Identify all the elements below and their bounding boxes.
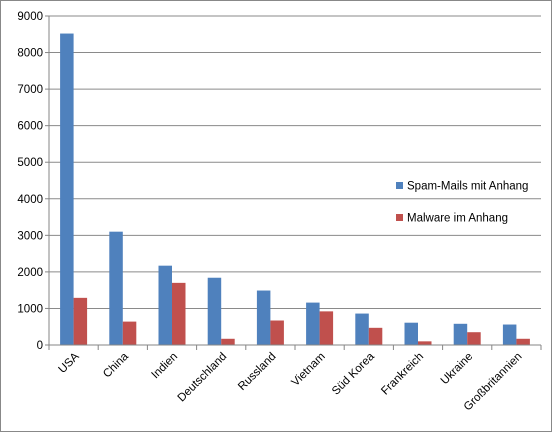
legend-label-spam: Spam-Mails mit Anhang — [407, 181, 528, 193]
y-axis-tick-labels: 0 1000 2000 3000 4000 5000 6000 7000 8000 9000 — [17, 11, 43, 352]
bar-spam-mails — [60, 33, 74, 346]
bar-malware — [221, 338, 235, 345]
bar-malware — [467, 332, 481, 345]
bar-spam-mails — [306, 302, 320, 345]
gridlines — [49, 15, 541, 309]
bar-malware — [270, 320, 284, 345]
x-tick-label: USA — [57, 350, 82, 375]
y-tick-label: 0 — [37, 340, 43, 352]
bar-spam-mails — [502, 324, 517, 345]
bar-spam-mails — [158, 265, 172, 345]
y-tick-label: 6000 — [17, 121, 43, 133]
y-tick-label: 9000 — [17, 11, 43, 23]
legend-label-malware: Malware im Anhang — [407, 213, 508, 225]
bar-spam-mails — [453, 323, 468, 345]
bar-malware — [172, 282, 186, 345]
x-tick-label: Ukraine — [439, 351, 476, 388]
x-tick-label: Deutschland — [176, 351, 230, 405]
x-tick-label: Frankreich — [379, 351, 426, 398]
bar-spam-mails — [109, 231, 123, 345]
bar-malware — [73, 297, 88, 345]
bar-spam-mails — [355, 313, 369, 345]
bar-malware — [122, 321, 137, 345]
bar-malware — [368, 327, 383, 345]
y-tick-label: 1000 — [17, 303, 43, 315]
x-tick-label: China — [101, 350, 131, 380]
bar-malware — [418, 341, 432, 345]
axes — [45, 15, 542, 350]
y-tick-label: 4000 — [17, 194, 43, 206]
y-tick-label: 2000 — [17, 267, 43, 279]
y-tick-label: 7000 — [17, 84, 43, 96]
bar-spam-mails — [207, 277, 222, 345]
x-tick-label: Vietnam — [290, 351, 328, 389]
bar-spam-mails — [256, 290, 271, 345]
legend-swatch-malware — [396, 214, 403, 221]
legend-swatch-spam — [396, 182, 403, 189]
bars — [60, 33, 530, 346]
x-tick-label: Indien — [149, 351, 180, 382]
y-tick-label: 3000 — [17, 230, 43, 242]
y-tick-label: 5000 — [17, 157, 43, 169]
x-tick-label: Russland — [236, 351, 278, 393]
bar-malware — [319, 311, 334, 345]
x-tick-label: Süd Korea — [330, 350, 377, 397]
bar-malware — [516, 338, 530, 345]
legend: Spam-Mails mit Anhang Malware im Anhang — [396, 181, 528, 225]
bar-spam-mails — [404, 322, 418, 345]
y-tick-label: 8000 — [17, 48, 43, 60]
